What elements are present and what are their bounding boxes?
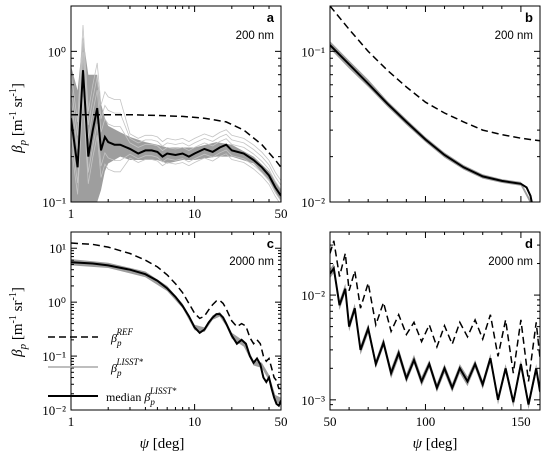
y-tick-label: 10⁻³ <box>301 393 325 408</box>
svg-text:βp [m-1 sr-1]: βp [m-1 sr-1] <box>8 83 29 154</box>
y-axis-label-top: βp [m-1 sr-1] <box>8 83 29 154</box>
panel-letter: a <box>267 10 275 25</box>
legend-median-label: median βpLISST* <box>106 386 177 407</box>
p-subscript: p <box>17 343 29 350</box>
ref-line <box>71 242 281 390</box>
y-tick-label: 10⁻¹ <box>42 195 66 210</box>
median-line <box>330 44 533 202</box>
lisst-spread-band <box>330 41 532 202</box>
axes-frame <box>70 231 282 411</box>
ref-line <box>330 6 540 142</box>
unit-open: [m <box>10 119 26 140</box>
median-line <box>71 70 281 197</box>
y-tick-label: 10⁻² <box>301 288 325 303</box>
y-axis-label-bottom: βp [m-1 sr-1] <box>8 287 29 358</box>
panel-letter: c <box>267 236 274 251</box>
lisst-curve-4 <box>71 38 281 186</box>
y-tick-label: 10¹ <box>49 241 66 256</box>
wavelength-caption: 2000 nm <box>488 256 533 268</box>
panel-b: 10⁻² 10⁻¹ b 200 nm <box>301 5 541 210</box>
legend-lisst-label: βpLISST* <box>110 357 143 378</box>
plot-area-a <box>71 24 281 202</box>
y-tick-label: 10⁻¹ <box>42 349 66 364</box>
panel-letter: b <box>525 10 533 25</box>
lisst-spread-band <box>71 259 281 404</box>
unit-exp: -1 <box>8 111 19 119</box>
x-tick-label: 10 <box>188 414 201 429</box>
lisst-spread-band <box>71 36 281 202</box>
legend-ref-label: βpREF <box>110 327 133 348</box>
ref-line <box>71 113 281 168</box>
unit-exp-2: -1 <box>8 88 19 96</box>
x-tick-label: 100 <box>416 414 436 429</box>
unit-sr: sr <box>10 301 26 316</box>
wavelength-caption: 2000 nm <box>229 256 274 268</box>
unit-exp-2: -1 <box>8 292 19 300</box>
plot-area-c <box>71 242 281 408</box>
lisst-curve-5 <box>71 24 281 181</box>
lisst-curve-3 <box>71 52 281 190</box>
x-tick-label: 10 <box>188 206 201 221</box>
y-tick-label: 10⁰ <box>48 295 66 310</box>
x-tick-label: 1 <box>68 414 75 429</box>
svg-text:βp [m-1 sr-1]: βp [m-1 sr-1] <box>8 287 29 358</box>
lisst-curve-1 <box>71 97 280 202</box>
x-tick-label: 150 <box>511 414 531 429</box>
unit-sr: sr <box>10 97 26 112</box>
unit-close: ] <box>10 83 26 88</box>
panel-a: 10⁻¹ 10⁰ 1 10 50 a 200 nm <box>42 5 288 221</box>
x-axis-label-left: ψ [deg] <box>140 436 185 452</box>
panel-c: 10⁻² 10⁻¹ 10⁰ 10¹ 1 10 50 c 2000 nm <box>42 231 288 429</box>
unit-close: ] <box>10 287 26 292</box>
plot-area-b <box>330 6 540 202</box>
y-tick-label: 10⁻² <box>301 195 325 210</box>
median-line <box>330 265 540 405</box>
panel-d: 10⁻³ 10⁻² 50 100 150 d 2000 nm <box>301 231 541 429</box>
wavelength-caption: 200 nm <box>495 30 533 42</box>
panel-letter: d <box>525 236 533 251</box>
x-tick-label: 50 <box>275 206 288 221</box>
x-tick-label: 50 <box>324 414 337 429</box>
lisst-curve-2 <box>71 85 281 202</box>
wavelength-caption: 200 nm <box>236 30 274 42</box>
x-tick-label: 1 <box>68 206 75 221</box>
plot-area-d <box>330 240 540 410</box>
beta-symbol: β <box>10 349 26 358</box>
axes-frame <box>329 231 541 411</box>
beta-symbol: β <box>10 145 26 154</box>
x-axis-label-right: ψ [deg] <box>413 436 458 452</box>
y-tick-label: 10⁰ <box>48 44 66 59</box>
axes-frame <box>329 5 541 203</box>
y-tick-label: 10⁻¹ <box>301 44 325 59</box>
x-tick-label: 50 <box>275 414 288 429</box>
p-subscript: p <box>17 139 29 146</box>
axes-frame <box>70 5 282 203</box>
unit-exp: -1 <box>8 315 19 323</box>
legend: βpREF βpLISST* median βpLISST* <box>48 327 177 407</box>
unit-open: [m <box>10 323 26 344</box>
y-tick-label: 10⁻² <box>42 403 66 418</box>
median-line <box>71 261 281 408</box>
